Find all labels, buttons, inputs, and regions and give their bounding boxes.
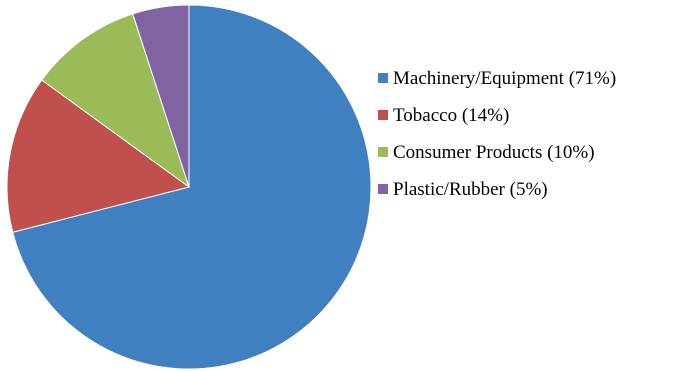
legend-swatch-3: [378, 184, 388, 194]
legend-label-0: Machinery/Equipment (71%): [393, 68, 616, 89]
pie-slice-3: [132, 4, 190, 188]
pie-slice-0: [12, 4, 372, 370]
pie-slices: [6, 4, 372, 370]
legend-item-3: Plastic/Rubber (5%): [378, 179, 548, 200]
legend-item-1: Tobacco (14%): [378, 105, 509, 126]
pie-slice-1: [6, 79, 191, 233]
legend-swatch-2: [378, 147, 388, 157]
legend-item-2: Consumer Products (10%): [378, 142, 595, 163]
legend-item-0: Machinery/Equipment (71%): [378, 68, 616, 89]
legend-label-2: Consumer Products (10%): [393, 142, 595, 163]
legend: Machinery/Equipment (71%) Tobacco (14%) Co…: [378, 68, 616, 200]
legend-label-1: Tobacco (14%): [393, 105, 509, 126]
pie-slice-2: [41, 13, 190, 189]
legend-label-3: Plastic/Rubber (5%): [393, 179, 548, 200]
legend-swatch-1: [378, 110, 388, 120]
legend-swatch-0: [378, 73, 388, 83]
